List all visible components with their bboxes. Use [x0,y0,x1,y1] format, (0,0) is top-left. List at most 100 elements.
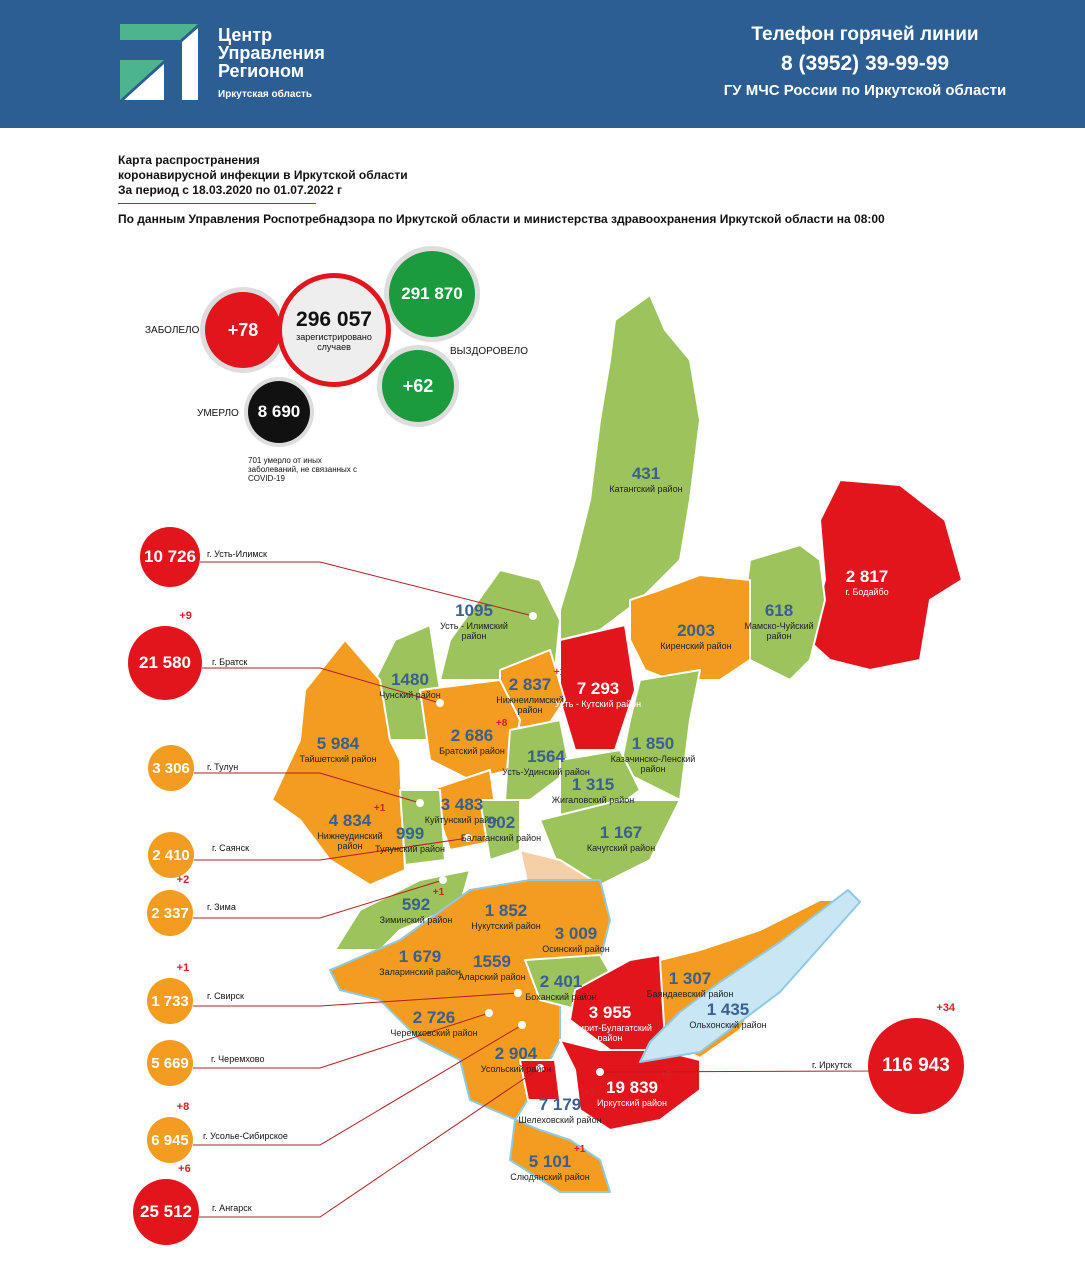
district-name: Слюдянский район [510,1172,590,1182]
hotline: Телефон горячей линии 8 (3952) 39-99-99 … [655,24,1075,99]
district-name: Тайшетский район [299,754,377,764]
logo-mark [120,24,198,100]
hotline-phone[interactable]: 8 (3952) 39-99-99 [780,52,950,75]
district-value: 1 435 [706,1000,750,1019]
district-label: 5 101 +1 Слюдянский район [504,1144,596,1182]
district-value: 3 483 [440,795,484,814]
title-line: За период с 18.03.2020 по 01.07.2022 г [118,183,342,197]
district-value: 3 009 [554,924,598,943]
district-name: Баяндаевский район [646,989,734,999]
district-value: 3 955 [588,1003,632,1022]
city-name: г. Черемхово [211,1054,265,1064]
district-name: Куйтунский район [424,815,500,825]
city-value: 10 726 [144,547,196,566]
logo-line: Управления [218,43,325,63]
leader-line [193,1024,523,1146]
city-dot [485,1009,493,1017]
city-value: 5 669 [151,1054,189,1072]
source: По данным Управления Роспотребнадзора по… [118,212,885,226]
region [504,719,571,801]
district-delta: +3 [583,1087,596,1098]
district-name: Нукутский район [471,921,541,931]
district-value: 1 850 [631,734,675,753]
region [439,569,561,681]
district-value: 5 101 +1 [529,1144,586,1171]
infected-new-circle: +78 [205,292,281,368]
district-value: 1 315 [571,775,615,794]
infected-new: +78 [227,319,259,340]
district-label: 999 Тулунский район [364,824,456,855]
district-value: 2 726 [412,1008,456,1027]
city-name: г. Ангарск [212,1203,252,1213]
logo-line: Центр [218,25,273,45]
district-label: 5 984 Тайшетский район [292,735,384,765]
city-dot [518,1021,526,1029]
header: Центр Управления Регионом Иркутская обла… [0,0,1085,128]
city-circle: 2 337 [147,890,193,936]
city-dot [416,799,424,807]
recovered: 291 870 [401,284,463,303]
district-label: 618 Мамско-Чуйский район [733,601,825,642]
district-name: Осинский район [542,944,610,954]
city-delta: +8 [176,1101,190,1113]
district-name: Нижнеилимский район [496,695,564,715]
district-value: 2 837 +1 [509,667,566,694]
total-circle: 296 057 зарегистрировано случаев [277,273,391,387]
district-value: 1 852 [484,901,528,920]
region [271,639,406,886]
recovered-new-circle: +62 [382,350,454,422]
city-name: г. Усть-Илимск [207,549,267,559]
district-delta: +1 [432,887,445,898]
recovered-new: +62 [402,375,434,396]
city-name: г. Саянск [212,843,250,853]
city-dot [436,699,444,707]
district-value: 902 [486,813,516,832]
city-circle: 3 306 [148,745,194,791]
district-value: 592 +1 [402,887,444,914]
district-label: 1 850 Казачинско-Ленский район [607,734,699,775]
recovered-circle: 291 870 [389,251,475,337]
district-label: 4 834 +1 Нижнеудинский район [304,803,396,851]
lake-baikal [639,889,861,1063]
city-value: 25 512 [140,1202,192,1221]
district-label: 1 852 Нукутский район [460,901,552,932]
city-name: г. Усолье-Сибирское [203,1131,288,1141]
district-label: 1564 Усть-Удинский район [500,748,592,778]
city-value: 2 410 [152,846,190,864]
district-label: 2 686 +8 Братский район [426,718,518,756]
city-value: 116 943 [882,1055,950,1076]
district-value: 618 [764,601,794,620]
district-name: Эхирит-Булагатский район [568,1023,652,1043]
city-value: 21 580 [139,653,191,672]
city-name: г. Иркутск [812,1060,852,1070]
city-circle: 21 580 [128,626,202,700]
city-value: 1 733 [151,992,189,1010]
district-value: 999 [395,824,425,843]
district-name: Заларинский район [379,967,461,977]
district-delta: +1 [373,803,386,814]
region [559,1039,701,1131]
district-label: 2 726 Черемховский район [388,1008,480,1039]
district-label: 592 +1 Зиминский район [370,887,462,925]
district-value: 431 [631,464,661,483]
district-label: 2 817 г. Бодайбо [821,568,913,598]
district-value: 1 307 [668,969,712,988]
city-delta: +9 [179,610,192,622]
city-circle: 2 410 [148,832,194,878]
city-dot [529,612,537,620]
district-name: Усть - Илимский район [440,621,508,641]
city-dot [596,1068,604,1076]
leader-line [194,772,421,804]
district-delta: +5 [660,1070,672,1081]
district-label: 1 679 Заларинский район [374,948,466,978]
district-name: Балаганский район [460,833,542,843]
district-value: 7 179 +3 [539,1087,596,1114]
district-label: 19 839 +5 Иркутский район [586,1070,678,1108]
district-value: 4 834 +1 [329,803,386,830]
district-name: Усольский район [480,1064,552,1074]
deaths-circle: 8 690 [248,381,310,443]
district-value: 2 686 +8 [451,718,508,745]
logo-region: Иркутская область [218,89,313,100]
